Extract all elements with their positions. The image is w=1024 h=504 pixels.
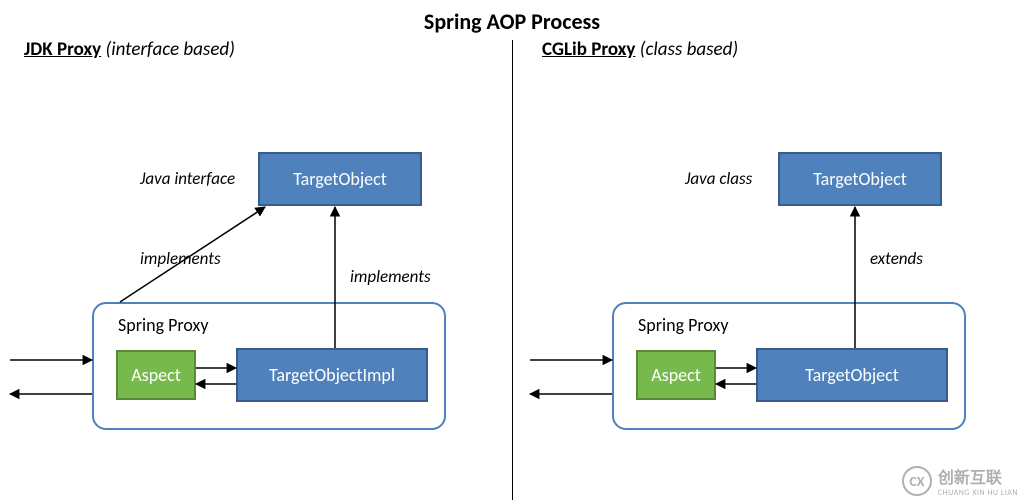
right-heading: CGLib Proxy (class based) bbox=[542, 38, 738, 61]
watermark-sub: CHUANG XIN HU LIAN bbox=[938, 488, 1018, 498]
right-heading-bold: CGLib Proxy bbox=[542, 38, 635, 61]
right-target-object-box: TargetObject bbox=[778, 152, 942, 206]
right-aspect-box: Aspect bbox=[636, 350, 716, 400]
left-heading-bold: JDK Proxy bbox=[24, 38, 101, 61]
left-spring-proxy-label: Spring Proxy bbox=[118, 314, 209, 336]
left-target-impl-box: TargetObjectImpl bbox=[236, 348, 428, 402]
left-top-label: Java interface bbox=[140, 168, 235, 189]
right-heading-ital: (class based) bbox=[635, 38, 738, 61]
right-top-label: Java class bbox=[685, 168, 752, 189]
right-extends-label: extends bbox=[870, 248, 923, 269]
right-aspect-text: Aspect bbox=[651, 364, 701, 386]
center-divider bbox=[512, 40, 513, 500]
left-implements-1: implements bbox=[140, 248, 221, 269]
watermark-main: 创新互联 bbox=[938, 464, 1018, 488]
right-spring-proxy-label: Spring Proxy bbox=[638, 314, 729, 336]
left-target-object-box: TargetObject bbox=[258, 152, 422, 206]
diagram-title: Spring AOP Process bbox=[0, 8, 1024, 35]
watermark: CX 创新互联 CHUANG XIN HU LIAN bbox=[902, 464, 1018, 498]
left-target-object-text: TargetObject bbox=[293, 168, 387, 190]
left-aspect-box: Aspect bbox=[116, 350, 196, 400]
left-heading: JDK Proxy (interface based) bbox=[24, 38, 235, 61]
left-target-impl-text: TargetObjectImpl bbox=[269, 364, 395, 386]
watermark-logo-icon: CX bbox=[902, 466, 932, 496]
right-target-impl-box: TargetObject bbox=[756, 348, 948, 402]
left-aspect-text: Aspect bbox=[131, 364, 181, 386]
right-target-impl-text: TargetObject bbox=[805, 364, 899, 386]
right-target-object-text: TargetObject bbox=[813, 168, 907, 190]
left-implements-2: implements bbox=[350, 266, 431, 287]
left-heading-ital: (interface based) bbox=[101, 38, 235, 61]
